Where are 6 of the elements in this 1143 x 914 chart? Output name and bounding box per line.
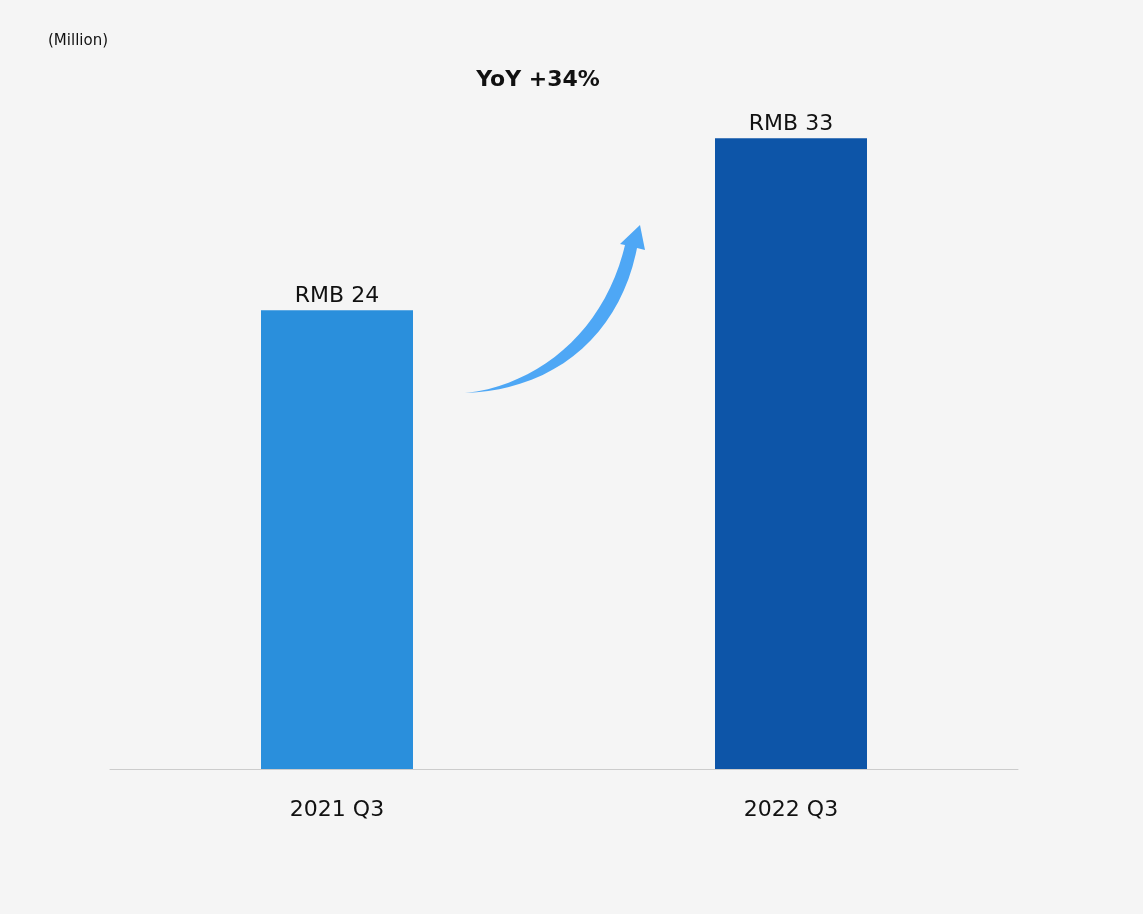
text: (Million) (48, 30, 108, 49)
x-tick-label: 2021 Q3 (289, 795, 385, 821)
x-tick-label: 2022 Q3 (743, 795, 839, 821)
chart-title: YoY +34% (475, 65, 600, 91)
data-label: RMB 24 (294, 281, 380, 307)
data-label: RMB 33 (748, 109, 834, 135)
